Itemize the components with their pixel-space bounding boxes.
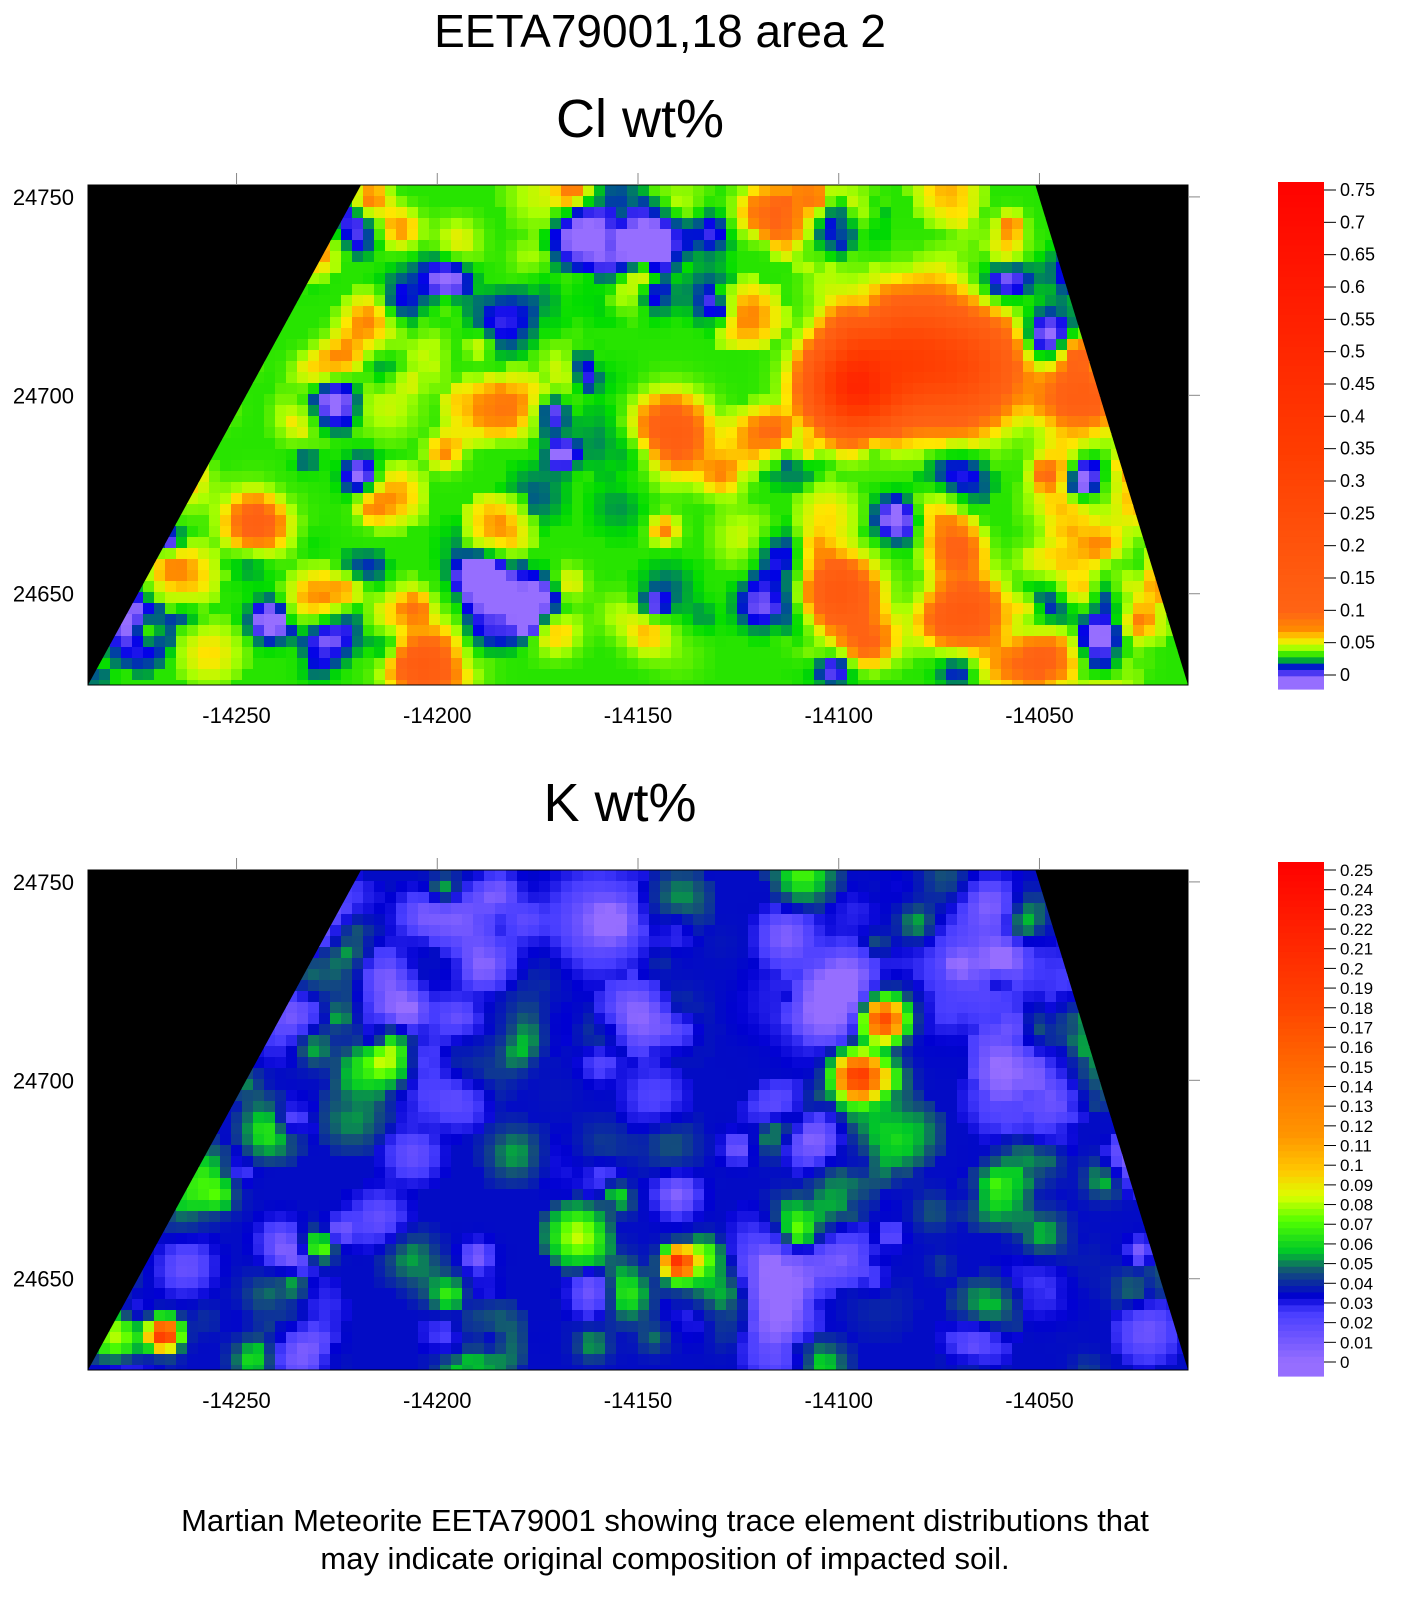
- colorbar-tick-label: 0.1: [1340, 600, 1365, 620]
- page-title: EETA79001,18 area 2: [434, 5, 886, 57]
- colorbar-tick-label: 0.1: [1340, 1156, 1364, 1175]
- caption-line-2: may indicate original composition of imp…: [320, 1541, 1010, 1576]
- caption-line-1: Martian Meteorite EETA79001 showing trac…: [181, 1503, 1149, 1538]
- colorbar-tick-label: 0.15: [1340, 1058, 1373, 1077]
- colorbar-tick-label: 0.23: [1340, 900, 1373, 919]
- colorbar-tick-label: 0.45: [1340, 374, 1375, 394]
- colorbar-tick-label: 0.4: [1340, 406, 1365, 426]
- colorbar-tick-label: 0.24: [1340, 881, 1373, 900]
- colorbar-tick-label: 0.18: [1340, 999, 1373, 1018]
- colorbar-tick-label: 0.17: [1340, 1018, 1373, 1037]
- y-tick-label: 24700: [13, 1068, 74, 1093]
- colorbar-tick-label: 0.06: [1340, 1235, 1373, 1254]
- cl-heatmap-chart: -14250 -14200 -14150 -14100 -14050 24750 24700…: [13, 173, 1375, 728]
- colorbar-tick-label: 0.05: [1340, 1255, 1373, 1274]
- colorbar-tick-label: 0.02: [1340, 1314, 1373, 1333]
- colorbar-tick-label: 0.21: [1340, 940, 1373, 959]
- y-tick-label: 24650: [13, 1267, 74, 1292]
- colorbar-tick-label: 0.12: [1340, 1117, 1373, 1136]
- x-tick-label: -14100: [804, 703, 873, 728]
- k-chart-title: K wt%: [543, 773, 697, 833]
- colorbar-tick-label: 0.55: [1340, 309, 1375, 329]
- colorbar: 0.250.240.230.220.210.20.190.180.170.160…: [1278, 861, 1373, 1377]
- cl-chart-title: Cl wt%: [555, 89, 724, 149]
- colorbar-tick-label: 0.75: [1340, 180, 1375, 200]
- x-tick-label: -14200: [403, 703, 472, 728]
- colorbar-tick-label: 0.08: [1340, 1196, 1373, 1215]
- y-tick-label: 24650: [13, 582, 74, 607]
- colorbar-tick-label: 0.6: [1340, 277, 1365, 297]
- x-tick-label: -14250: [202, 703, 271, 728]
- colorbar-tick-label: 0.3: [1340, 471, 1365, 491]
- x-tick-label: -14150: [604, 1388, 673, 1413]
- colorbar-tick-label: 0.25: [1340, 861, 1373, 880]
- y-tick-label: 24700: [13, 383, 74, 408]
- x-tick-label: -14150: [604, 703, 673, 728]
- colorbar-tick-label: 0.04: [1340, 1274, 1373, 1293]
- k-heatmap-chart: -14250 -14200 -14150 -14100 -14050 24750 24700…: [13, 858, 1373, 1413]
- colorbar-tick-label: 0.14: [1340, 1077, 1373, 1096]
- colorbar-tick-label: 0.65: [1340, 245, 1375, 265]
- colorbar-tick-label: 0.35: [1340, 439, 1375, 459]
- x-tick-label: -14100: [804, 1388, 873, 1413]
- colorbar-tick-label: 0.16: [1340, 1038, 1373, 1057]
- colorbar-tick-label: 0.19: [1340, 979, 1373, 998]
- colorbar-tick-label: 0.05: [1340, 633, 1375, 653]
- colorbar-tick-label: 0.5: [1340, 342, 1365, 362]
- colorbar: 0.75 0.7 0.65 0.6 0.55 0.5 0.45 0.4 0.35 0.3 0.25 0…: [1278, 180, 1375, 690]
- figure-caption: Martian Meteorite EETA79001 showing trac…: [0, 1502, 1330, 1578]
- y-tick-label: 24750: [13, 185, 74, 210]
- colorbar-tick-label: 0: [1340, 1353, 1349, 1372]
- y-tick-label: 24750: [13, 870, 74, 895]
- colorbar-tick-label: 0: [1340, 665, 1350, 685]
- colorbar-tick-label: 0.13: [1340, 1097, 1373, 1116]
- x-tick-label: -14050: [1005, 1388, 1074, 1413]
- colorbar-tick-label: 0.07: [1340, 1215, 1373, 1234]
- colorbar-tick-label: 0.09: [1340, 1176, 1373, 1195]
- x-tick-label: -14050: [1005, 703, 1074, 728]
- x-tick-label: -14200: [403, 1388, 472, 1413]
- x-tick-label: -14250: [202, 1388, 271, 1413]
- colorbar-tick-label: 0.15: [1340, 568, 1375, 588]
- colorbar-tick-label: 0.22: [1340, 920, 1373, 939]
- colorbar-tick-label: 0.2: [1340, 536, 1365, 556]
- colorbar-tick-label: 0.7: [1340, 212, 1365, 232]
- colorbar-tick-label: 0.03: [1340, 1294, 1373, 1313]
- colorbar-tick-label: 0.01: [1340, 1333, 1373, 1352]
- colorbar-tick-label: 0.2: [1340, 959, 1364, 978]
- colorbar-tick-label: 0.25: [1340, 503, 1375, 523]
- colorbar-tick-label: 0.11: [1340, 1137, 1372, 1156]
